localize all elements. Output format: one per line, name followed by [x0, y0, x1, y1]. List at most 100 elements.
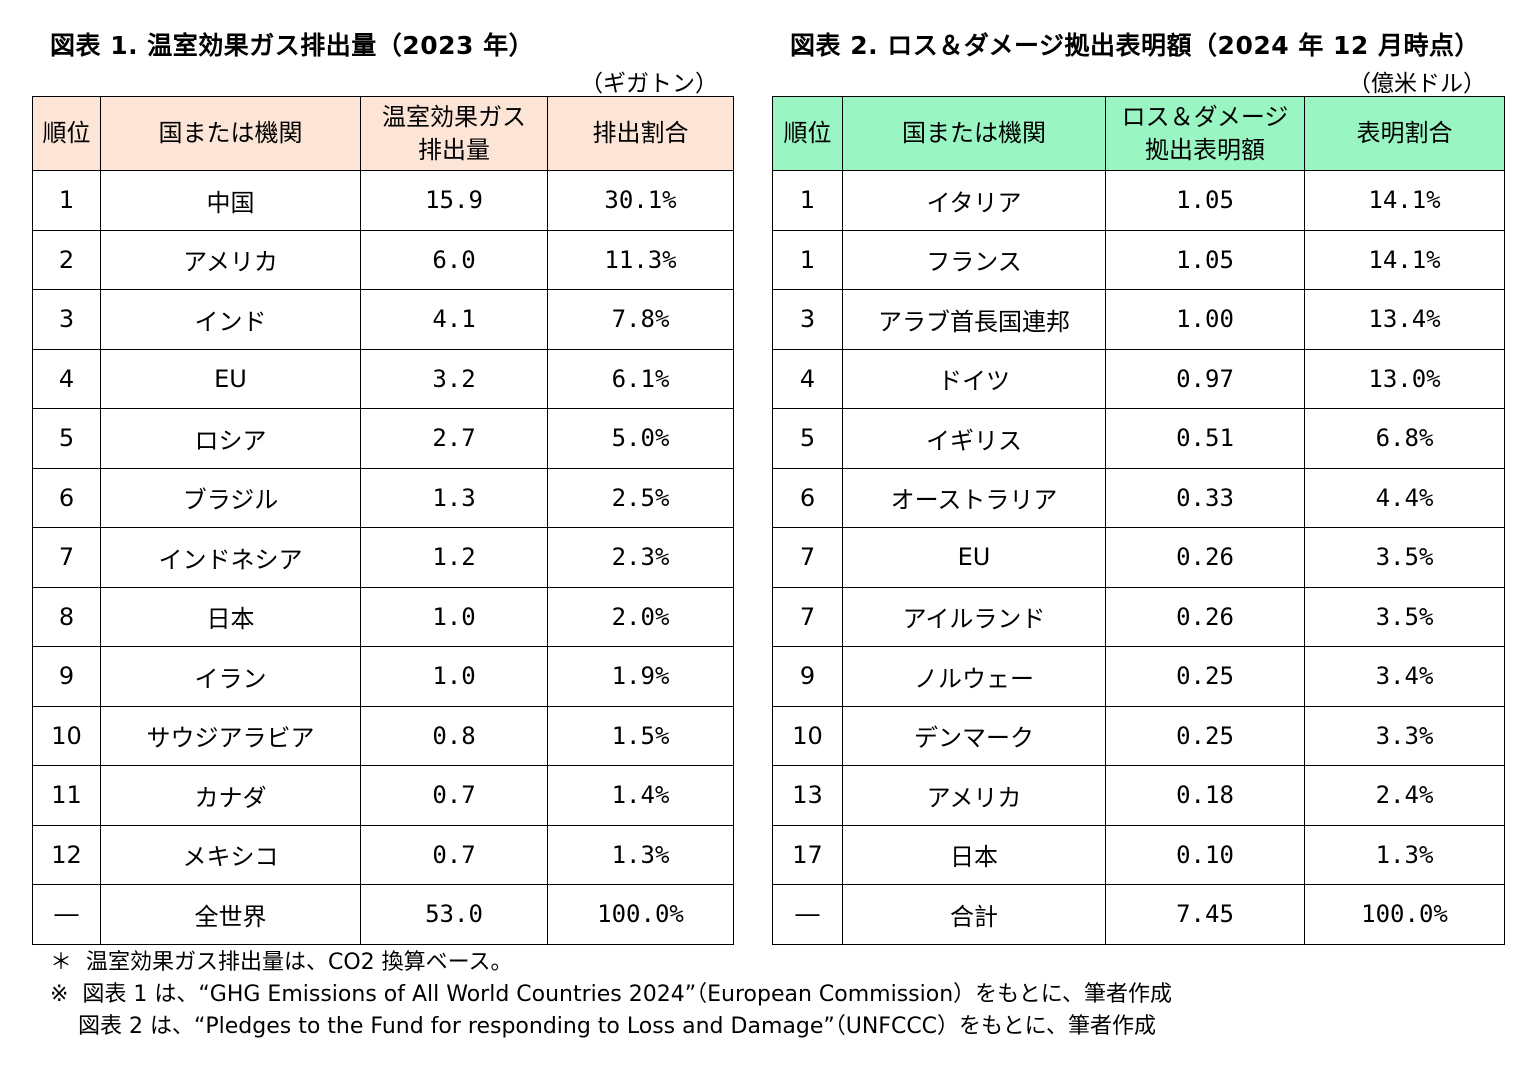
- header-rank: 順位: [32, 96, 101, 171]
- value-cell: 1.05: [1105, 170, 1305, 231]
- entity-cell: イタリア: [842, 170, 1106, 231]
- header-share: 表明割合: [1304, 96, 1505, 171]
- entity-cell: イラン: [100, 646, 361, 707]
- share-cell: 1.3%: [1304, 824, 1505, 885]
- entity-cell: メキシコ: [100, 824, 361, 885]
- header-entity: 国または機関: [842, 96, 1106, 171]
- share-cell: 13.0%: [1304, 348, 1505, 409]
- share-cell: 4.4%: [1304, 467, 1505, 528]
- header-value-line1: ロス＆ダメージ: [1121, 102, 1289, 131]
- footnote-line: ※ 図表 1 は、“GHG Emissions of All World Cou…: [50, 982, 1173, 1007]
- table-row: 1 フランス 1.05 14.1%: [772, 229, 1505, 290]
- value-cell: 1.3: [360, 467, 548, 528]
- entity-cell: 合計: [842, 884, 1106, 945]
- entity-cell: ノルウェー: [842, 646, 1106, 707]
- rank-cell: 1: [772, 229, 843, 290]
- value-cell: 0.25: [1105, 705, 1305, 766]
- table-row: ― 合計 7.45 100.0%: [772, 884, 1505, 945]
- share-cell: 1.3%: [547, 824, 734, 885]
- loss-damage-table: 順位 国または機関 ロス＆ダメージ 拠出表明額 表明割合 1 イタリア 1.05 14…: [772, 96, 1505, 945]
- rank-cell: 7: [772, 527, 843, 588]
- entity-cell: アイルランド: [842, 586, 1106, 647]
- emissions-table-body: 1 中国 15.9 30.1% 2 アメリカ 6.0 11.3% 3 インド 4.1 7.8% 4 EU 3…: [32, 170, 734, 945]
- entity-cell: オーストラリア: [842, 467, 1106, 528]
- table-row: 9 イラン 1.0 1.9%: [32, 646, 734, 707]
- table-row: 13 アメリカ 0.18 2.4%: [772, 765, 1505, 826]
- entity-cell: ブラジル: [100, 467, 361, 528]
- share-cell: 11.3%: [547, 229, 734, 290]
- rank-cell: 1: [32, 170, 101, 231]
- value-cell: 1.0: [360, 646, 548, 707]
- rank-cell: 9: [32, 646, 101, 707]
- rank-cell: ―: [772, 884, 843, 945]
- table-row: 10 サウジアラビア 0.8 1.5%: [32, 705, 734, 766]
- value-cell: 1.0: [360, 586, 548, 647]
- table-row: 4 EU 3.2 6.1%: [32, 348, 734, 409]
- table-row: 1 中国 15.9 30.1%: [32, 170, 734, 231]
- share-cell: 100.0%: [547, 884, 734, 945]
- value-cell: 1.00: [1105, 289, 1305, 350]
- value-cell: 53.0: [360, 884, 548, 945]
- table-header-row: 順位 国または機関 ロス＆ダメージ 拠出表明額 表明割合: [772, 96, 1505, 171]
- entity-cell: カナダ: [100, 765, 361, 826]
- value-cell: 0.18: [1105, 765, 1305, 826]
- entity-cell: デンマーク: [842, 705, 1106, 766]
- share-cell: 2.5%: [547, 467, 734, 528]
- footnote-line: 図表 2 は、“Pledges to the Fund for respondi…: [50, 1014, 1156, 1039]
- share-cell: 3.3%: [1304, 705, 1505, 766]
- rank-cell: ―: [32, 884, 101, 945]
- value-cell: 0.7: [360, 824, 548, 885]
- rank-cell: 5: [772, 408, 843, 469]
- share-cell: 5.0%: [547, 408, 734, 469]
- share-cell: 13.4%: [1304, 289, 1505, 350]
- share-cell: 7.8%: [547, 289, 734, 350]
- table-row: 3 アラブ首長国連邦 1.00 13.4%: [772, 289, 1505, 350]
- entity-cell: インドネシア: [100, 527, 361, 588]
- value-cell: 0.7: [360, 765, 548, 826]
- rank-cell: 17: [772, 824, 843, 885]
- share-cell: 6.8%: [1304, 408, 1505, 469]
- table-row: 10 デンマーク 0.25 3.3%: [772, 705, 1505, 766]
- table-row: 12 メキシコ 0.7 1.3%: [32, 824, 734, 885]
- value-cell: 0.26: [1105, 527, 1305, 588]
- share-cell: 2.4%: [1304, 765, 1505, 826]
- value-cell: 0.8: [360, 705, 548, 766]
- share-cell: 14.1%: [1304, 170, 1505, 231]
- entity-cell: アラブ首長国連邦: [842, 289, 1106, 350]
- rank-cell: 6: [772, 467, 843, 528]
- entity-cell: アメリカ: [100, 229, 361, 290]
- rank-cell: 4: [32, 348, 101, 409]
- rank-cell: 7: [32, 527, 101, 588]
- rank-cell: 7: [772, 586, 843, 647]
- share-cell: 6.1%: [547, 348, 734, 409]
- table-row: 11 カナダ 0.7 1.4%: [32, 765, 734, 826]
- table-row: 4 ドイツ 0.97 13.0%: [772, 348, 1505, 409]
- table-row: 6 オーストラリア 0.33 4.4%: [772, 467, 1505, 528]
- entity-cell: イギリス: [842, 408, 1106, 469]
- table-row: ― 全世界 53.0 100.0%: [32, 884, 734, 945]
- rank-cell: 6: [32, 467, 101, 528]
- table-row: 7 EU 0.26 3.5%: [772, 527, 1505, 588]
- share-cell: 30.1%: [547, 170, 734, 231]
- rank-cell: 9: [772, 646, 843, 707]
- header-share: 排出割合: [547, 96, 734, 171]
- entity-cell: 日本: [842, 824, 1106, 885]
- entity-cell: EU: [842, 527, 1106, 588]
- table-row: 1 イタリア 1.05 14.1%: [772, 170, 1505, 231]
- value-cell: 4.1: [360, 289, 548, 350]
- entity-cell: ドイツ: [842, 348, 1106, 409]
- rank-cell: 13: [772, 765, 843, 826]
- figure-2-title: 図表 2. ロス＆ダメージ拠出表明額（2024 年 12 月時点）: [790, 31, 1481, 60]
- entity-cell: 全世界: [100, 884, 361, 945]
- header-value-line2: 排出量: [418, 135, 490, 164]
- figure-1-unit: （ギガトン）: [580, 71, 718, 97]
- entity-cell: サウジアラビア: [100, 705, 361, 766]
- entity-cell: 日本: [100, 586, 361, 647]
- table-row: 5 イギリス 0.51 6.8%: [772, 408, 1505, 469]
- value-cell: 2.7: [360, 408, 548, 469]
- share-cell: 14.1%: [1304, 229, 1505, 290]
- value-cell: 0.51: [1105, 408, 1305, 469]
- table-row: 8 日本 1.0 2.0%: [32, 586, 734, 647]
- table-row: 2 アメリカ 6.0 11.3%: [32, 229, 734, 290]
- entity-cell: ロシア: [100, 408, 361, 469]
